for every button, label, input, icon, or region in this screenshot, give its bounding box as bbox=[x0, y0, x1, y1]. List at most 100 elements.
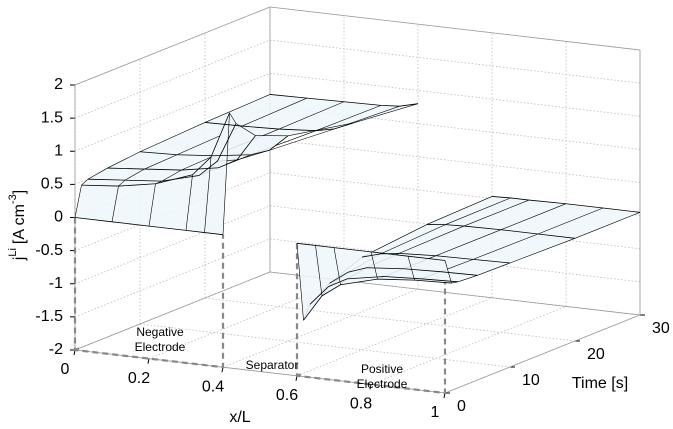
axis-line bbox=[74, 271, 271, 351]
z-tick-label: 1 bbox=[54, 142, 63, 159]
mesh-line bbox=[139, 122, 206, 153]
z-tick-label: -0.5 bbox=[35, 242, 63, 259]
surface-strip bbox=[362, 224, 575, 263]
mesh-line bbox=[380, 224, 446, 255]
y-axis-label: Time [s] bbox=[572, 375, 628, 392]
x-tick-label: 0.2 bbox=[128, 370, 150, 387]
z-tick-label: 0.5 bbox=[41, 176, 63, 193]
x-tick-label: 0.6 bbox=[276, 387, 298, 404]
mesh-line bbox=[287, 122, 354, 137]
mesh-line bbox=[185, 174, 193, 231]
mesh-line bbox=[509, 238, 576, 264]
mesh-line bbox=[472, 233, 539, 260]
mesh-line bbox=[444, 260, 452, 284]
grid-line bbox=[222, 288, 419, 368]
mesh-row bbox=[107, 135, 256, 171]
mesh-line bbox=[352, 103, 419, 124]
grid-line bbox=[139, 323, 511, 368]
y-tick-label: 30 bbox=[652, 320, 670, 337]
mesh-line bbox=[333, 247, 341, 285]
z-label-unit-sup: -3 bbox=[7, 194, 19, 204]
region-label: Separator bbox=[246, 358, 299, 372]
surface-strip bbox=[297, 243, 452, 321]
grid-line bbox=[74, 39, 271, 119]
mesh-line bbox=[222, 112, 230, 235]
x-tick-label: 0 bbox=[61, 361, 70, 378]
z-tick-label: 1.5 bbox=[41, 109, 63, 126]
tick-mark bbox=[147, 358, 150, 364]
y-tick-label: 0 bbox=[457, 398, 466, 415]
mesh-line bbox=[426, 196, 493, 225]
region-label: Negative bbox=[136, 325, 184, 339]
mesh-line bbox=[435, 229, 502, 256]
mesh-line bbox=[463, 199, 530, 227]
z-label-unit: [A cm bbox=[11, 204, 28, 244]
mesh-line bbox=[111, 186, 119, 222]
mesh-row bbox=[426, 224, 576, 239]
mesh-row bbox=[269, 94, 419, 107]
z-axis-label: jLi [A cm-3] bbox=[7, 190, 28, 261]
grid-line bbox=[74, 238, 271, 318]
tick-mark bbox=[369, 384, 372, 390]
grid-line bbox=[269, 105, 641, 150]
surface-strip bbox=[75, 112, 230, 235]
mesh-line bbox=[445, 197, 511, 225]
mesh-line bbox=[229, 112, 237, 124]
region-label: Electrode bbox=[357, 377, 408, 391]
mesh-row bbox=[74, 217, 224, 236]
mesh-line bbox=[181, 155, 215, 171]
mesh-line bbox=[315, 105, 382, 131]
grid-line bbox=[269, 139, 641, 183]
grid-line bbox=[204, 297, 576, 342]
mesh-line bbox=[148, 183, 156, 227]
mesh-line bbox=[87, 167, 108, 180]
mesh-line bbox=[398, 225, 465, 254]
mesh-row bbox=[361, 252, 511, 264]
x-tick-label: 1 bbox=[431, 404, 440, 421]
mesh-line bbox=[370, 251, 378, 280]
z-tick-label: -1.5 bbox=[35, 308, 63, 325]
z-tick-label: 2 bbox=[54, 76, 63, 93]
axis-line bbox=[74, 6, 271, 86]
z-tick-label: 0 bbox=[54, 209, 63, 226]
surface-strip bbox=[427, 196, 640, 239]
mesh-line bbox=[574, 212, 641, 239]
grid-line bbox=[74, 72, 271, 152]
region-outline bbox=[296, 373, 302, 377]
mesh-line bbox=[161, 169, 182, 182]
mesh-line bbox=[118, 179, 126, 187]
mesh-row bbox=[204, 122, 354, 132]
axis-line bbox=[444, 314, 641, 394]
surface-strip bbox=[107, 135, 288, 171]
mesh-line bbox=[477, 262, 511, 276]
grid-line bbox=[296, 297, 493, 377]
mesh-line bbox=[315, 245, 323, 296]
grid-line bbox=[269, 72, 641, 117]
mesh-line bbox=[124, 168, 145, 181]
x-tick-label: 0.8 bbox=[350, 396, 372, 413]
mesh-line bbox=[457, 275, 478, 283]
mesh-row bbox=[491, 196, 641, 213]
grid-line bbox=[269, 39, 641, 84]
grid-line bbox=[74, 205, 271, 285]
z-label-sup: Li bbox=[7, 248, 19, 257]
mesh-line bbox=[241, 97, 308, 127]
mesh-line bbox=[361, 224, 428, 258]
y-tick-label: 20 bbox=[587, 346, 605, 363]
mesh-row bbox=[329, 267, 478, 284]
grid-line bbox=[269, 172, 641, 217]
mesh-line bbox=[204, 94, 271, 123]
mesh-line bbox=[74, 185, 82, 218]
mesh-line bbox=[278, 101, 345, 130]
x-tick-label: 0.4 bbox=[202, 378, 224, 395]
z-label-end: ] bbox=[11, 190, 28, 194]
mesh-row bbox=[309, 276, 459, 305]
grid-line bbox=[370, 306, 567, 385]
mesh-line bbox=[107, 151, 141, 169]
mesh-row bbox=[139, 135, 289, 157]
x-axis-label: x/L bbox=[229, 409, 250, 426]
z-tick-label: -1 bbox=[49, 275, 63, 292]
mesh-line bbox=[407, 256, 415, 281]
mesh-line bbox=[204, 157, 212, 233]
